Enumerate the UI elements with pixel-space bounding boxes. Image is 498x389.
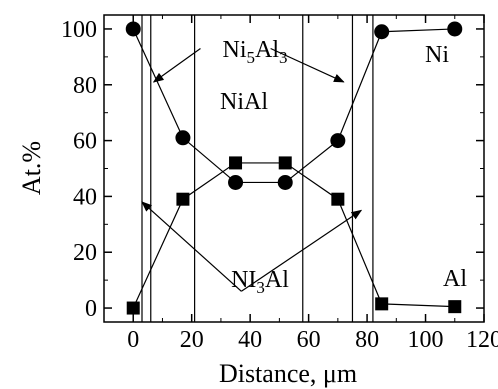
data-point-ni — [277, 174, 293, 190]
data-point-al — [126, 301, 140, 315]
phase-ni5al3-mid: Al — [255, 37, 279, 63]
y-tick-label: 0 — [85, 296, 97, 322]
y-axis-ticks: 0 20 40 60 80 100 — [61, 17, 484, 322]
x-tick-label: 40 — [238, 327, 262, 353]
series-label-al: Al — [443, 266, 467, 292]
phase-label-ni5al3: Ni5Al3 — [223, 37, 288, 67]
x-tick-label: 60 — [297, 327, 321, 353]
y-tick-label: 20 — [73, 240, 97, 266]
data-point-ni — [374, 24, 390, 40]
data-point-ni — [447, 21, 463, 37]
series-line-ni — [132, 28, 455, 184]
annotation-arrow-1 — [152, 48, 201, 83]
y-tick-label: 60 — [73, 129, 97, 155]
x-tick-label: 120 — [466, 327, 498, 353]
x-tick-label: 20 — [180, 327, 204, 353]
annotation-arrows — [141, 47, 363, 292]
data-point-ni — [330, 133, 346, 149]
x-axis-ticks: 0 20 40 60 80 100 120 — [103, 15, 498, 353]
x-axis-label: Distance, μm — [219, 359, 357, 388]
phase-ni5al3-sub2: 3 — [279, 48, 288, 67]
data-point-al — [176, 192, 190, 206]
phase-ni5al3-sub1: 5 — [247, 48, 256, 67]
x-tick-label: 80 — [355, 327, 379, 353]
phase-ni5al3-base: Ni — [223, 37, 247, 63]
x-tick-label: 100 — [408, 327, 444, 353]
phase-ni3al-sub1: 3 — [256, 278, 265, 297]
series-line-al — [132, 162, 455, 309]
annotation-arrow-3 — [141, 201, 242, 292]
data-point-ni — [125, 21, 141, 37]
annotation-arrow-2 — [270, 47, 345, 83]
y-axis-label: At.% — [17, 141, 46, 195]
data-point-al — [331, 192, 345, 206]
phase-ni3al-mid: Al — [265, 267, 289, 293]
series-label-ni: Ni — [425, 42, 449, 68]
data-point-al — [278, 156, 292, 170]
y-tick-label: 80 — [73, 73, 97, 99]
data-point-ni — [175, 130, 191, 146]
annotation-arrow-4 — [241, 209, 363, 292]
data-point-al — [375, 297, 389, 311]
y-tick-label: 40 — [73, 184, 97, 210]
data-point-al — [448, 300, 462, 314]
phase-ni3al-base: NI — [231, 267, 256, 293]
y-tick-label: 100 — [61, 17, 97, 43]
phase-label-ni3al: NI3Al — [231, 267, 289, 297]
x-tick-label: 0 — [127, 327, 139, 353]
data-series — [125, 21, 463, 315]
data-point-al — [229, 156, 243, 170]
phase-label-nial: NiAl — [220, 89, 268, 115]
data-point-ni — [228, 174, 244, 190]
